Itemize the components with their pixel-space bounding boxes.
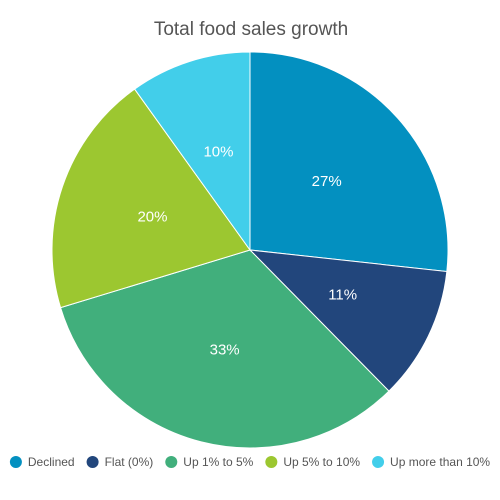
data-label-up-5-to-10: 20%: [137, 208, 167, 225]
chart-title: Total food sales growth: [154, 19, 348, 40]
legend-marker-up-1-to-5: [165, 456, 178, 468]
pie-data-labels: 27% 11% 33% 20% 10%: [137, 143, 357, 358]
pie-slices: [51, 51, 449, 449]
pie-slice-up-5-to-10: [51, 88, 251, 309]
pie-slice-up-more-than-10: [133, 51, 251, 252]
legend-marker-flat-0: [86, 456, 99, 468]
legend-item-up-5-to-10[interactable]: Up 5% to 10%: [265, 455, 360, 469]
legend-label-up-5-to-10: Up 5% to 10%: [283, 455, 360, 469]
legend-item-declined[interactable]: Declined: [9, 455, 75, 469]
chart-legend: Declined Flat (0%) Up 1% to 5% Up 5% to 10%…: [9, 455, 490, 469]
data-label-declined: 27%: [312, 173, 342, 190]
data-label-up-more-than-10: 10%: [203, 143, 233, 160]
legend-label-flat-0: Flat (0%): [105, 455, 154, 469]
legend-label-up-1-to-5: Up 1% to 5%: [183, 455, 253, 469]
legend-item-up-1-to-5[interactable]: Up 1% to 5%: [165, 455, 254, 469]
data-label-up-1-to-5: 33%: [210, 341, 240, 358]
legend-item-flat-0[interactable]: Flat (0%): [86, 455, 154, 469]
legend-marker-up-more-than-10: [372, 456, 385, 468]
pie-slice-flat-0: [248, 249, 448, 392]
pie-slice-up-1-to-5: [59, 249, 390, 449]
legend-item-up-more-than-10[interactable]: Up more than 10%: [372, 455, 490, 469]
legend-label-declined: Declined: [28, 455, 75, 469]
legend-label-up-more-than-10: Up more than 10%: [390, 455, 490, 469]
pie-slice-declined: [249, 51, 449, 273]
legend-marker-up-5-to-10: [265, 456, 278, 468]
legend-marker-declined: [9, 456, 22, 468]
data-label-flat-0: 11%: [328, 286, 357, 303]
